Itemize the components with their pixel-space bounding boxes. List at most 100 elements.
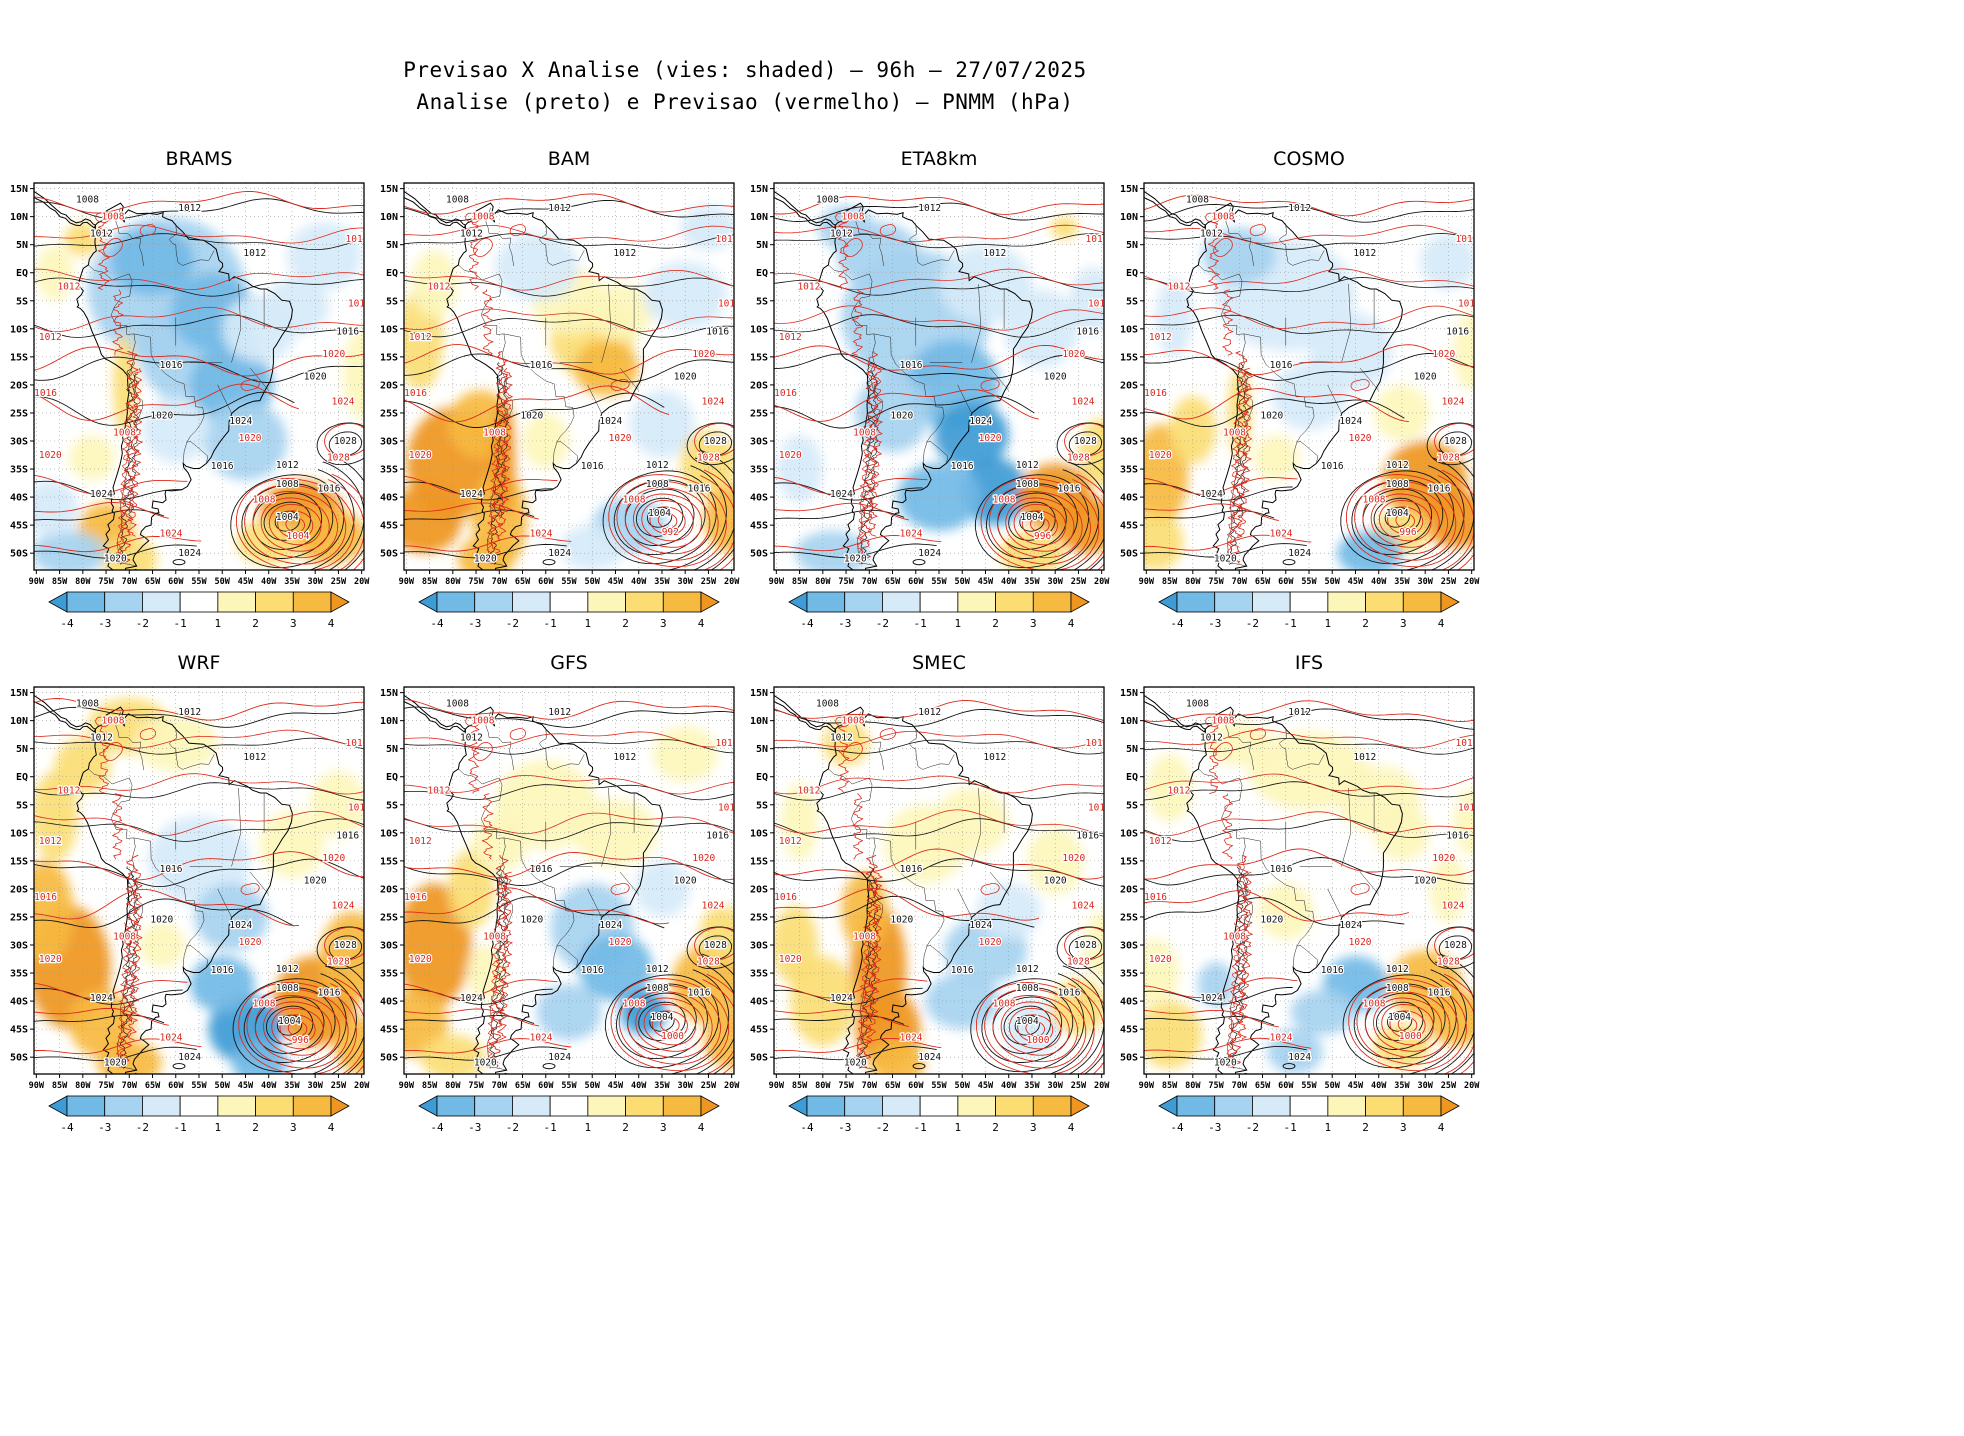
svg-text:30W: 30W	[1048, 577, 1064, 587]
svg-text:1024: 1024	[900, 528, 923, 539]
svg-text:1016: 1016	[346, 234, 369, 245]
svg-text:1012: 1012	[178, 707, 201, 718]
svg-text:1012: 1012	[1149, 332, 1172, 343]
svg-text:1008: 1008	[102, 212, 125, 223]
panel-GFS: GFS 1008 1012 1012 1012 1016 1016 1020 1020 1024 1…	[370, 652, 742, 1157]
svg-text:1016: 1016	[530, 360, 553, 371]
forecast-contours	[1144, 700, 1474, 1074]
svg-text:2: 2	[1362, 1121, 1369, 1134]
svg-text:30W: 30W	[678, 577, 694, 587]
svg-text:1020: 1020	[1214, 554, 1237, 565]
svg-text:50S: 50S	[10, 1053, 28, 1064]
svg-text:1012: 1012	[1167, 282, 1190, 293]
svg-text:45W: 45W	[238, 577, 254, 587]
svg-text:2: 2	[252, 1121, 259, 1134]
svg-text:EQ: EQ	[386, 772, 398, 783]
svg-text:1020: 1020	[1414, 875, 1437, 886]
svg-text:2: 2	[992, 1121, 999, 1134]
map-BAM: 1008 1012 1012 1012 1016 1016 1020 1020 1024 1024…	[380, 182, 741, 587]
svg-text:1024: 1024	[599, 416, 622, 427]
panel-title-ETA8km: ETA8km	[900, 148, 978, 170]
map-SMEC: 1008 1012 1012 1012 1016 1016 1020 1020 1024 1024…	[750, 686, 1110, 1091]
svg-text:1016: 1016	[774, 892, 797, 903]
svg-text:1012: 1012	[243, 752, 266, 763]
svg-text:50S: 50S	[10, 549, 28, 560]
svg-text:10S: 10S	[750, 828, 768, 839]
svg-text:70W: 70W	[492, 577, 508, 587]
svg-text:15S: 15S	[750, 352, 768, 363]
svg-text:1024: 1024	[229, 416, 252, 427]
svg-text:1016: 1016	[211, 461, 234, 472]
axis-labels: 15N 10N 5N EQ 5S 10S 15S 20S 25S 30S 35S 40S 45S 50S 9…	[10, 184, 370, 587]
svg-text:1020: 1020	[779, 954, 802, 965]
svg-text:1008: 1008	[816, 699, 839, 710]
svg-text:35S: 35S	[380, 969, 398, 980]
svg-text:-2: -2	[1246, 1121, 1259, 1134]
panel-title-WRF: WRF	[177, 652, 221, 674]
svg-text:-2: -2	[506, 617, 519, 630]
svg-text:1020: 1020	[1044, 875, 1067, 886]
svg-text:1008: 1008	[113, 427, 136, 438]
svg-text:-3: -3	[1208, 617, 1221, 630]
svg-text:20S: 20S	[10, 380, 28, 391]
svg-text:1: 1	[585, 617, 592, 630]
svg-text:15N: 15N	[1120, 688, 1138, 699]
svg-text:20W: 20W	[1464, 577, 1480, 587]
contour-labels: 1008 1012 1012 1012 1016 1016 1020 1020 1024 1024…	[774, 697, 1104, 1069]
svg-text:-3: -3	[1208, 1121, 1221, 1134]
svg-text:1008: 1008	[276, 479, 299, 490]
contour-labels: 1008 1012 1012 1012 1016 1016 1020 1020 1024 1024…	[1144, 193, 1474, 565]
svg-text:1012: 1012	[57, 786, 80, 797]
svg-text:3: 3	[1030, 1121, 1037, 1134]
svg-text:-4: -4	[800, 617, 814, 630]
svg-text:20S: 20S	[750, 884, 768, 895]
svg-text:1020: 1020	[779, 450, 802, 461]
svg-text:-2: -2	[136, 617, 149, 630]
svg-text:5S: 5S	[386, 296, 398, 307]
svg-text:10S: 10S	[380, 828, 398, 839]
svg-text:25S: 25S	[380, 912, 398, 923]
svg-text:1004: 1004	[651, 1012, 674, 1023]
svg-text:10N: 10N	[750, 212, 768, 223]
svg-text:1024: 1024	[160, 528, 183, 539]
svg-text:1012: 1012	[779, 836, 802, 847]
svg-text:1020: 1020	[844, 554, 867, 565]
svg-text:1004: 1004	[648, 508, 671, 519]
svg-text:1016: 1016	[718, 298, 741, 309]
svg-text:15N: 15N	[750, 184, 768, 195]
forecast-contours	[34, 190, 364, 570]
svg-text:1024: 1024	[1442, 901, 1465, 912]
svg-text:60W: 60W	[168, 577, 184, 587]
svg-text:3: 3	[290, 617, 297, 630]
svg-text:80W: 80W	[75, 1081, 91, 1091]
svg-text:1016: 1016	[688, 484, 711, 495]
svg-text:85W: 85W	[792, 577, 808, 587]
svg-text:-4: -4	[800, 1121, 814, 1134]
svg-text:5S: 5S	[1126, 800, 1138, 811]
svg-text:85W: 85W	[52, 577, 68, 587]
svg-text:1008: 1008	[76, 195, 99, 206]
svg-text:65W: 65W	[515, 577, 531, 587]
svg-text:45W: 45W	[1348, 577, 1364, 587]
svg-text:25W: 25W	[1071, 577, 1087, 587]
svg-text:1024: 1024	[1270, 528, 1293, 539]
svg-text:1024: 1024	[830, 993, 853, 1004]
svg-text:1020: 1020	[39, 954, 62, 965]
svg-text:-4: -4	[60, 617, 74, 630]
contour-labels: 1008 1012 1012 1012 1016 1016 1020 1020 1024 1024…	[774, 193, 1104, 565]
svg-text:55W: 55W	[931, 1081, 947, 1091]
svg-text:10N: 10N	[1120, 716, 1138, 727]
svg-text:50W: 50W	[1325, 577, 1341, 587]
svg-text:1020: 1020	[520, 915, 543, 926]
svg-text:1008: 1008	[483, 931, 506, 942]
svg-text:35W: 35W	[654, 577, 670, 587]
panel-BAM: BAM 1008 1012 1012 1012 1016 1016 1020 1020 1024 1…	[370, 148, 742, 653]
svg-text:30S: 30S	[380, 437, 398, 448]
svg-text:60W: 60W	[908, 1081, 924, 1091]
svg-text:5S: 5S	[1126, 296, 1138, 307]
svg-text:-1: -1	[174, 1121, 187, 1134]
svg-text:1020: 1020	[239, 433, 262, 444]
svg-text:1004: 1004	[1016, 1016, 1039, 1027]
svg-text:1016: 1016	[1058, 484, 1081, 495]
svg-text:65W: 65W	[145, 1081, 161, 1091]
